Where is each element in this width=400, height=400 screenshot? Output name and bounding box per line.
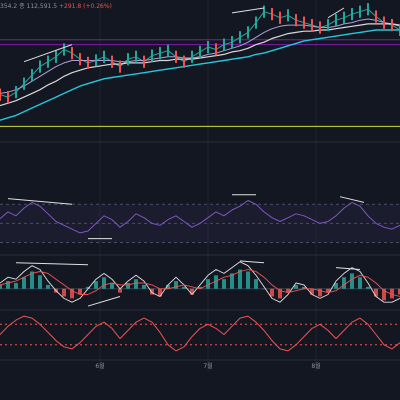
macd-bar-41 (326, 288, 330, 293)
macd-series-1 (0, 269, 400, 297)
change-value: +291.8 (+0.26%) (59, 3, 112, 10)
x-tick-label-0: 6월 (95, 362, 104, 370)
macd-bar-25 (198, 286, 202, 289)
x-tick-label-2: 8월 (311, 362, 320, 370)
macd-bar-8 (62, 288, 66, 297)
macd-bar-9 (70, 288, 74, 299)
macd-bar-21 (166, 284, 170, 289)
macd-bar-14 (110, 283, 114, 289)
macd-bar-6 (46, 284, 50, 289)
rsi-series-0 (0, 200, 400, 234)
macd-bar-39 (310, 288, 314, 295)
macd-bar-11 (86, 286, 90, 289)
macd-bar-50 (398, 288, 400, 295)
macd-bar-37 (294, 284, 298, 289)
macd-bar-22 (174, 281, 178, 289)
macd-bar-28 (222, 279, 226, 289)
macd-bar-38 (302, 286, 306, 289)
macd-divergence-line-3 (335, 267, 361, 271)
macd-bar-13 (102, 277, 106, 289)
macd-bar-32 (254, 279, 258, 289)
price-divergence-line-2 (327, 7, 345, 19)
macd-divergence-line-1 (87, 295, 121, 307)
close-value: 종 112,591.5 (19, 3, 58, 10)
macd-bar-29 (230, 273, 234, 289)
macd-bar-43 (342, 277, 346, 289)
macd-bar-44 (350, 273, 354, 289)
price-divergence-line-1 (231, 7, 265, 14)
macd-bar-3 (22, 277, 26, 289)
macd-bar-40 (318, 288, 322, 297)
macd-bar-30 (238, 269, 242, 289)
macd-bar-48 (382, 288, 386, 301)
macd-bar-34 (270, 288, 274, 297)
macd-bar-4 (30, 271, 34, 289)
macd-bar-10 (78, 288, 82, 295)
macd-bar-5 (38, 275, 42, 289)
macd-bar-19 (150, 288, 154, 295)
macd-bar-20 (158, 288, 162, 297)
macd-bar-49 (390, 288, 394, 299)
macd-bar-15 (118, 288, 122, 293)
macd-bar-36 (286, 288, 290, 293)
macd-bar-45 (358, 277, 362, 289)
macd-bar-46 (366, 286, 370, 289)
macd-bar-47 (374, 288, 378, 297)
macd-bar-26 (206, 279, 210, 289)
macd-bar-31 (246, 271, 250, 289)
macd-bar-18 (142, 284, 146, 289)
macd-bar-0 (0, 284, 2, 289)
price-header: 354.2 종 112,591.5 +291.8 (+0.26%) (0, 1, 112, 10)
price-divergence-line-0 (23, 44, 73, 63)
ohlc-value: 354.2 (0, 3, 18, 10)
macd-bar-17 (134, 279, 138, 289)
macd-series-0 (0, 261, 400, 303)
macd-bar-42 (334, 283, 338, 289)
rsi-divergence-line-3 (339, 196, 365, 203)
macd-divergence-line-0 (15, 262, 89, 266)
macd-bar-35 (278, 288, 282, 299)
macd-bar-12 (94, 281, 98, 289)
macd-bar-27 (214, 275, 218, 289)
x-tick-label-1: 7월 (203, 362, 212, 370)
macd-bar-23 (182, 286, 186, 289)
macd-bar-16 (126, 283, 130, 289)
rsi-divergence-line-0 (7, 198, 73, 205)
macd-divergence-line-2 (239, 260, 265, 264)
macd-bar-24 (190, 288, 194, 295)
price-series-3 (0, 29, 400, 121)
macd-bar-2 (14, 283, 18, 289)
macd-bar-33 (262, 288, 266, 290)
macd-bar-1 (6, 281, 10, 289)
osc-series-0 (0, 315, 400, 352)
